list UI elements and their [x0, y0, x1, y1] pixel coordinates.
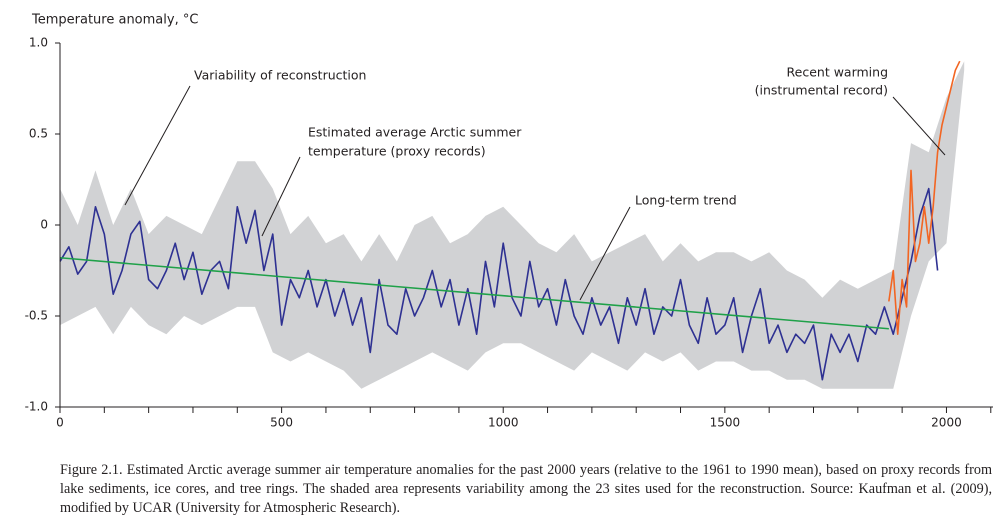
y-tick-label: -1.0: [25, 400, 48, 414]
series-line: [59, 256, 889, 330]
y-axis-label: Temperature anomaly, °C: [31, 13, 198, 28]
variability-band: [60, 61, 965, 389]
plot-area: [59, 60, 965, 389]
series-line: [59, 187, 939, 381]
leader-line: [892, 96, 946, 156]
series-line: [888, 60, 961, 335]
annotation: temperature (proxy records): [308, 144, 486, 159]
annotation: Long-term trend: [635, 193, 737, 208]
x-tick-label: 0: [56, 416, 64, 430]
y-tick-label: -0.5: [25, 309, 48, 323]
annotation: Estimated average Arctic summer: [308, 125, 522, 140]
x-tick-label: 1000: [488, 416, 519, 430]
x-tick-label: 2000: [931, 416, 962, 430]
y-tick-label: 0: [40, 218, 48, 232]
annotation: Recent warming: [787, 65, 888, 80]
leader-line: [124, 85, 191, 206]
caption: Figure 2.1. Estimated Arctic average sum…: [60, 462, 992, 516]
annotation: (instrumental record): [755, 83, 888, 98]
leader-line: [261, 156, 301, 237]
annotation: Variability of reconstruction: [194, 68, 366, 83]
x-tick-label: 1500: [710, 416, 741, 430]
y-tick-label: 0.5: [29, 127, 48, 141]
leader-line: [579, 206, 631, 301]
x-tick-label: 500: [270, 416, 293, 430]
y-tick-label: 1.0: [29, 36, 48, 50]
chart: Temperature anomaly, °C Variability of r…: [25, 13, 993, 430]
